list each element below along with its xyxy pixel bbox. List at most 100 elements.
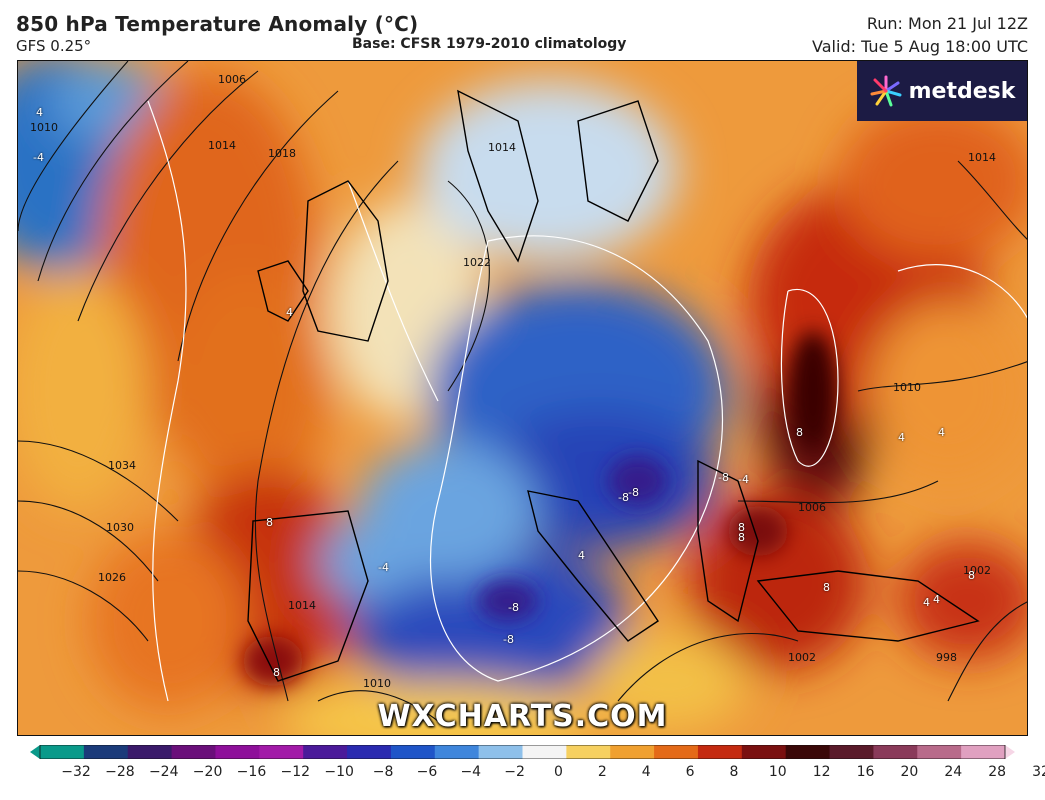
anomaly-label: -4 xyxy=(738,473,749,486)
anomaly-label: -8 xyxy=(718,471,729,484)
colorbar-tick-label: −24 xyxy=(148,764,179,780)
colorbar-tick-labels: −32 −28 −24 −20 −16 −12 −10 −8 −6 −4 −2 0 2 4 6 8 10 12 16… xyxy=(0,764,1045,786)
anomaly-label: -4 xyxy=(33,151,44,164)
colorbar-tick-label: 12 xyxy=(812,764,831,780)
anomaly-label: 8 xyxy=(823,581,830,594)
metdesk-logo: metdesk xyxy=(857,61,1027,121)
colorbar-tick-label: 28 xyxy=(988,764,1007,780)
anomaly-label: 4 xyxy=(933,593,940,606)
anomaly-label: 8 xyxy=(738,531,745,544)
colorbar-tick-label: 6 xyxy=(685,764,695,780)
colorbar-segment xyxy=(697,745,743,759)
colorbar-tick-label: 20 xyxy=(900,764,919,780)
isobar-label: 1026 xyxy=(98,571,126,584)
isobar-label: 1014 xyxy=(488,141,516,154)
anomaly-contours xyxy=(147,100,1027,702)
colorbar-segment xyxy=(434,745,480,759)
climatology-base-label: Base: CFSR 1979-2010 climatology xyxy=(352,36,627,52)
anomaly-label: -8 xyxy=(503,633,514,646)
anomaly-label: 8 xyxy=(738,521,745,534)
colorbar-tick-label: −32 xyxy=(61,764,91,780)
colorbar-segment xyxy=(40,745,85,759)
map-canvas xyxy=(18,61,1027,735)
colorbar-segment xyxy=(259,745,304,759)
colorbar-tick-label: 24 xyxy=(944,764,963,780)
chart-title: 850 hPa Temperature Anomaly (°C) xyxy=(16,12,419,36)
colorbar-segment xyxy=(215,745,260,759)
colorbar-segment xyxy=(741,745,787,759)
isobar-label: 1030 xyxy=(106,521,134,534)
colorbar-tick-label: −2 xyxy=(504,764,525,780)
colorbar-tick-label: −6 xyxy=(416,764,438,780)
colorbar-segment xyxy=(347,745,392,759)
anomaly-label: 4 xyxy=(286,306,293,319)
colorbar-tick-label: −4 xyxy=(460,764,482,780)
isobar-label: 1014 xyxy=(968,151,996,164)
isobars xyxy=(18,61,1027,722)
isobar-label: 1010 xyxy=(363,677,391,690)
colorbar-segment xyxy=(83,745,129,759)
colorbar-tick-label: 2 xyxy=(597,764,607,780)
coastlines xyxy=(247,89,980,682)
isobar-label: 1002 xyxy=(963,564,991,577)
colorbar-tick-label: −12 xyxy=(280,764,311,780)
metdesk-logo-text: metdesk xyxy=(908,78,1016,104)
anomaly-label: 8 xyxy=(796,426,803,439)
wxcharts-watermark: WXCHARTS.COM xyxy=(377,699,668,734)
colorbar-segment xyxy=(171,745,216,759)
colorbar-tick-label: 8 xyxy=(729,764,739,780)
colorbar-tick-label: −8 xyxy=(372,764,394,780)
colorbar-segment xyxy=(654,745,699,759)
anomaly-label: 4 xyxy=(923,596,930,609)
colorbar-segment xyxy=(390,745,436,759)
anomaly-label: -4 xyxy=(378,561,389,574)
colorbar-tick-label: 32 xyxy=(1032,764,1045,780)
anomaly-label: 4 xyxy=(938,426,945,439)
isobar-label: 1006 xyxy=(798,501,826,514)
anomaly-label: -8 xyxy=(618,491,629,504)
anomaly-label: -8 xyxy=(628,486,639,499)
colorbar-segment xyxy=(522,745,567,759)
colorbar-tick-label: −10 xyxy=(324,764,354,780)
isobar-label: 1014 xyxy=(288,599,316,612)
anomaly-label: 4 xyxy=(36,106,43,119)
colorbar-tick-label: 10 xyxy=(768,764,787,780)
colorbar-segment xyxy=(610,745,655,759)
isobar-label: 1010 xyxy=(893,381,921,394)
anomaly-label: 8 xyxy=(266,516,273,529)
model-label: GFS 0.25° xyxy=(16,37,92,55)
metdesk-starburst-icon xyxy=(870,75,902,107)
colorbar-tick-label: 16 xyxy=(856,764,875,780)
colorbar-segment xyxy=(566,745,611,759)
colorbar-tick-label: 0 xyxy=(554,764,563,780)
colorbar-tick-label: −16 xyxy=(236,764,267,780)
colorbar-segment xyxy=(303,745,348,759)
isobar-label: 1018 xyxy=(268,147,296,160)
isobar-label: 1010 xyxy=(30,121,58,134)
colorbar-segment xyxy=(127,745,173,759)
isobar-label: 1034 xyxy=(108,459,136,472)
anomaly-label: 4 xyxy=(898,431,905,444)
anomaly-cores xyxy=(243,331,838,686)
colorbar-min-arrow xyxy=(30,745,40,759)
isobar-label: 1006 xyxy=(218,73,246,86)
colorbar-segment xyxy=(961,745,1006,759)
colorbar-segment xyxy=(829,745,874,759)
isobar-label: 1014 xyxy=(208,139,236,152)
isobar-label: 1022 xyxy=(463,256,491,269)
run-time-label: Run: Mon 21 Jul 12Z xyxy=(866,14,1028,33)
anomaly-label: 8 xyxy=(968,569,975,582)
colorbar-segment xyxy=(785,745,831,759)
isobar-label: 998 xyxy=(936,651,957,664)
anomaly-label: 8 xyxy=(273,666,280,679)
valid-time-label: Valid: Tue 5 Aug 18:00 UTC xyxy=(812,37,1028,56)
isobar-label: 1002 xyxy=(788,651,816,664)
colorbar-segment xyxy=(478,745,523,759)
colorbar-segment xyxy=(873,745,918,759)
anomaly-map: metdesk WXCHARTS.COM 1006 1010 1014 1018 102… xyxy=(17,60,1028,736)
colorbar-segment xyxy=(917,745,962,759)
colorbar-tick-label: −20 xyxy=(192,764,223,780)
colorbar-tick-label: −28 xyxy=(105,764,135,780)
colorbar-tick-label: 4 xyxy=(641,764,651,780)
anomaly-label: 4 xyxy=(578,549,585,562)
